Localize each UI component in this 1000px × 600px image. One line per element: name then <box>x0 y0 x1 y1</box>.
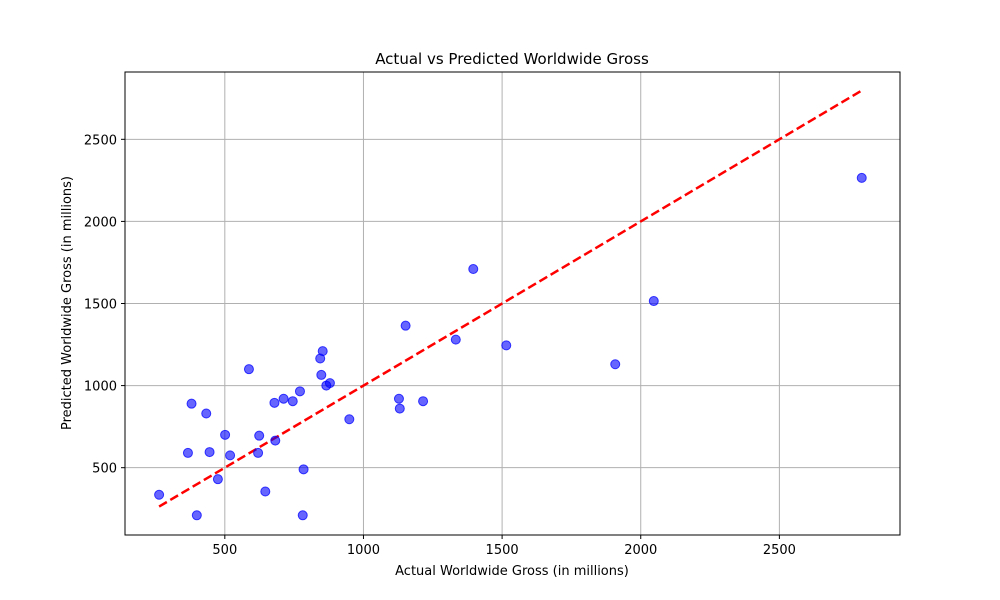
data-point <box>856 172 867 183</box>
data-point <box>260 486 271 497</box>
y-tick-label: 2500 <box>84 133 117 148</box>
data-point <box>191 510 202 521</box>
data-point <box>394 403 405 414</box>
y-tick-label: 1500 <box>84 298 117 313</box>
data-point <box>243 364 254 375</box>
data-point <box>269 397 280 408</box>
data-point <box>501 340 512 351</box>
data-point <box>204 447 215 458</box>
data-point <box>468 264 479 275</box>
x-tick-label: 1000 <box>347 543 380 558</box>
data-point <box>324 378 335 389</box>
x-tick-label: 2500 <box>763 543 796 558</box>
data-point <box>400 320 411 331</box>
data-point <box>418 396 429 407</box>
data-point <box>317 346 328 357</box>
x-tick-label: 2000 <box>624 543 657 558</box>
data-point <box>270 435 281 446</box>
axis-ticks: 500 1000 1500 2000 2500 500 1000 1500 2000 2500 <box>84 133 796 558</box>
x-tick-label: 1500 <box>486 543 519 558</box>
x-tick-label: 500 <box>212 543 237 558</box>
data-point <box>182 447 193 458</box>
data-point <box>393 393 404 404</box>
data-point <box>186 398 197 409</box>
data-point <box>212 474 223 485</box>
y-tick-label: 500 <box>92 462 117 477</box>
data-point <box>648 296 659 307</box>
y-tick-label: 1000 <box>84 380 117 395</box>
data-point <box>220 429 231 440</box>
y-axis-label: Predicted Worldwide Gross (in millions) <box>60 176 75 430</box>
data-point <box>225 450 236 461</box>
data-points <box>154 172 867 521</box>
data-point <box>344 414 355 425</box>
data-point <box>316 369 327 380</box>
data-point <box>610 359 621 370</box>
data-point <box>278 393 289 404</box>
data-point <box>287 396 298 407</box>
data-point <box>201 408 212 419</box>
y-tick-label: 2000 <box>84 215 117 230</box>
data-point <box>294 386 305 397</box>
data-point <box>154 489 165 500</box>
x-axis-label: Actual Worldwide Gross (in millions) <box>395 564 629 579</box>
data-point <box>253 447 264 458</box>
data-point <box>297 510 308 521</box>
data-point <box>450 334 461 345</box>
data-point <box>254 430 265 441</box>
chart-title: Actual vs Predicted Worldwide Gross <box>375 50 649 68</box>
grid <box>125 72 900 535</box>
data-point <box>298 464 309 475</box>
